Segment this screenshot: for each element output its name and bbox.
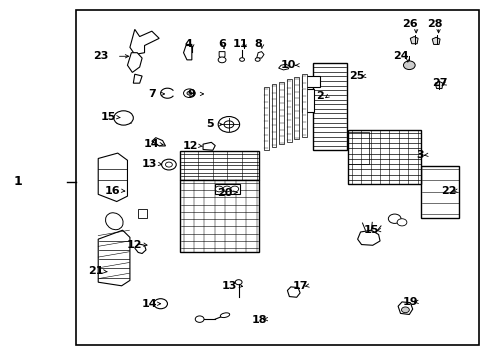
Text: 21: 21 bbox=[88, 266, 103, 276]
Circle shape bbox=[183, 89, 195, 98]
Polygon shape bbox=[420, 166, 458, 218]
Circle shape bbox=[387, 214, 400, 224]
Polygon shape bbox=[138, 210, 147, 218]
Text: 8: 8 bbox=[254, 39, 262, 49]
Text: 18: 18 bbox=[251, 315, 266, 325]
Polygon shape bbox=[180, 180, 259, 252]
Polygon shape bbox=[180, 151, 259, 180]
Text: 20: 20 bbox=[217, 188, 232, 198]
Text: 9: 9 bbox=[186, 89, 194, 99]
Polygon shape bbox=[409, 37, 417, 44]
Text: 3: 3 bbox=[415, 150, 423, 160]
Circle shape bbox=[230, 186, 238, 192]
Text: 16: 16 bbox=[105, 186, 121, 196]
Circle shape bbox=[396, 219, 406, 226]
Polygon shape bbox=[302, 89, 313, 112]
Circle shape bbox=[235, 280, 242, 285]
Polygon shape bbox=[431, 37, 439, 44]
Text: 4: 4 bbox=[184, 39, 192, 49]
Polygon shape bbox=[286, 79, 291, 142]
Polygon shape bbox=[397, 302, 412, 315]
Text: 10: 10 bbox=[280, 60, 295, 70]
Polygon shape bbox=[287, 287, 300, 297]
Polygon shape bbox=[271, 84, 276, 147]
Bar bbox=[76, 10, 478, 345]
Polygon shape bbox=[347, 130, 420, 184]
Text: 13: 13 bbox=[142, 159, 157, 169]
Circle shape bbox=[165, 162, 172, 167]
Polygon shape bbox=[302, 76, 320, 87]
Circle shape bbox=[218, 117, 239, 132]
Text: 28: 28 bbox=[426, 19, 442, 29]
Text: 25: 25 bbox=[348, 71, 364, 81]
Text: 11: 11 bbox=[232, 39, 248, 49]
Text: 15: 15 bbox=[363, 225, 378, 235]
Polygon shape bbox=[203, 142, 215, 150]
Polygon shape bbox=[219, 51, 224, 58]
Polygon shape bbox=[264, 87, 268, 149]
Polygon shape bbox=[130, 30, 159, 54]
Polygon shape bbox=[215, 184, 239, 194]
Polygon shape bbox=[357, 230, 379, 245]
Circle shape bbox=[114, 111, 133, 125]
Text: 7: 7 bbox=[148, 89, 155, 99]
Text: 12: 12 bbox=[183, 141, 198, 151]
Text: 22: 22 bbox=[441, 186, 456, 196]
Circle shape bbox=[186, 91, 191, 95]
Circle shape bbox=[154, 299, 167, 309]
Circle shape bbox=[239, 58, 244, 61]
Polygon shape bbox=[279, 82, 284, 144]
Polygon shape bbox=[294, 77, 299, 139]
Polygon shape bbox=[312, 63, 346, 149]
Text: 14: 14 bbox=[144, 139, 160, 149]
Circle shape bbox=[223, 186, 230, 192]
Circle shape bbox=[215, 186, 223, 192]
Text: 15: 15 bbox=[100, 112, 116, 122]
Polygon shape bbox=[133, 74, 142, 83]
Polygon shape bbox=[183, 45, 191, 60]
Polygon shape bbox=[302, 74, 306, 137]
Circle shape bbox=[255, 58, 260, 61]
Circle shape bbox=[224, 121, 233, 128]
Polygon shape bbox=[256, 51, 264, 58]
Text: 17: 17 bbox=[292, 281, 308, 291]
Polygon shape bbox=[98, 153, 127, 202]
Text: 5: 5 bbox=[206, 120, 214, 129]
Ellipse shape bbox=[105, 213, 123, 230]
Circle shape bbox=[403, 61, 414, 69]
Text: 13: 13 bbox=[222, 281, 237, 291]
Text: 1: 1 bbox=[13, 175, 22, 188]
Text: 14: 14 bbox=[142, 299, 157, 309]
Polygon shape bbox=[434, 81, 442, 89]
Polygon shape bbox=[152, 138, 165, 146]
Text: 23: 23 bbox=[93, 51, 108, 61]
Text: 19: 19 bbox=[402, 297, 417, 307]
Circle shape bbox=[161, 159, 176, 170]
Text: 26: 26 bbox=[402, 19, 417, 29]
Polygon shape bbox=[98, 230, 130, 286]
Text: 6: 6 bbox=[218, 39, 226, 49]
Text: 2: 2 bbox=[316, 91, 323, 101]
Polygon shape bbox=[135, 244, 146, 253]
Circle shape bbox=[401, 307, 408, 313]
Text: 27: 27 bbox=[431, 78, 447, 88]
Polygon shape bbox=[127, 53, 142, 72]
Ellipse shape bbox=[220, 313, 229, 318]
Circle shape bbox=[195, 316, 203, 322]
Circle shape bbox=[218, 57, 225, 63]
Text: 12: 12 bbox=[127, 239, 142, 249]
Text: 24: 24 bbox=[392, 51, 407, 61]
Polygon shape bbox=[278, 64, 289, 70]
